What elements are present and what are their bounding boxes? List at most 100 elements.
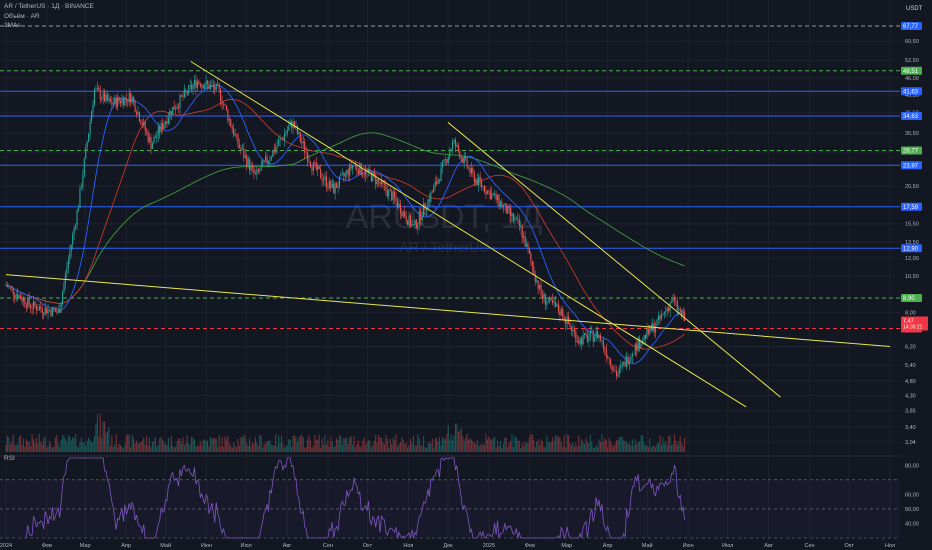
volume-bar	[93, 436, 95, 452]
candle-body	[267, 160, 269, 163]
rsi-legend[interactable]: RSI	[4, 455, 15, 462]
candle-body	[530, 253, 532, 261]
candle-body	[478, 176, 480, 186]
candle-body	[597, 331, 599, 338]
time-axis[interactable]: 2024 Фев Мар Апр Май Июн Июл Авг Сен Окт Ноя Дек 202…	[0, 542, 895, 549]
volume-bar	[643, 442, 645, 452]
price-tick: 20,50	[905, 184, 919, 190]
candle-body	[665, 311, 667, 313]
candle-body	[43, 313, 45, 315]
volume-bar	[530, 434, 532, 452]
volume-bar	[130, 447, 132, 452]
candle-body	[579, 337, 581, 344]
volume-bar	[180, 443, 182, 452]
candle-body	[246, 155, 248, 167]
candle-body	[640, 344, 642, 348]
candle-body	[301, 141, 303, 144]
candle-body	[454, 139, 457, 147]
volume-bar	[515, 437, 517, 452]
ma-legend[interactable]: 3MAs	[4, 22, 21, 29]
volume-bar	[402, 439, 404, 452]
volume-bar	[443, 438, 445, 452]
candle-body	[207, 80, 209, 84]
volume-bar	[459, 430, 461, 452]
volume-bar	[631, 439, 633, 452]
price-axis[interactable]: USDT60,5052,5046,0040,5035,5030,5026,502…	[900, 0, 932, 550]
trend-lines[interactable]	[5, 61, 891, 408]
volume-bar	[388, 447, 390, 452]
candle-body	[544, 293, 546, 305]
candles[interactable]	[5, 74, 686, 380]
volume-bar	[360, 447, 362, 452]
candle-body	[514, 218, 516, 221]
volume-bar	[207, 440, 209, 452]
candle-body	[479, 176, 481, 182]
candle-body	[6, 285, 8, 288]
volume-bar	[40, 441, 42, 452]
volume-bar	[134, 443, 136, 452]
candle-body	[104, 92, 106, 102]
volume-bar	[128, 435, 130, 452]
candle-body	[244, 155, 246, 158]
volume-bar	[550, 441, 552, 452]
volume-bar	[428, 441, 430, 452]
volume-bar	[595, 444, 597, 452]
volume-bar	[279, 443, 281, 452]
volume-bar	[131, 434, 133, 452]
candle-body	[613, 370, 615, 372]
volume-bar	[76, 445, 78, 452]
volume-bar	[642, 435, 644, 452]
volume-bar	[682, 446, 684, 452]
volume-bar	[523, 445, 525, 452]
volume-bar	[201, 445, 203, 452]
current-price-countdown: 14:36:21	[903, 325, 923, 331]
volume-bar	[53, 446, 55, 452]
price-tick: 13,50	[905, 240, 919, 246]
volume-bar	[227, 435, 229, 452]
candle-body	[466, 158, 468, 168]
candle-body	[386, 190, 388, 197]
volume-bar	[30, 446, 32, 452]
candle-body	[178, 106, 180, 108]
volume-bar	[251, 442, 254, 452]
candle-body	[453, 139, 455, 142]
volume-bar	[444, 438, 446, 452]
symbol-title[interactable]: AR / TetherUS · 1Д · BINANCE	[4, 3, 94, 10]
candle-body	[325, 176, 327, 187]
horizontal-levels[interactable]	[0, 25, 900, 330]
volume-bar	[325, 444, 327, 452]
candle-body	[225, 105, 227, 110]
volume-bar	[159, 438, 161, 452]
candle-body	[407, 221, 409, 226]
candle-body	[450, 149, 452, 152]
candle-body	[215, 83, 217, 90]
volume-bar	[539, 445, 541, 452]
volume-bar	[64, 438, 66, 452]
candle-body	[151, 143, 153, 150]
candle-body	[315, 162, 317, 170]
volume-bar	[24, 446, 26, 452]
volume-bar	[441, 436, 443, 452]
volume-bar	[96, 414, 98, 452]
candle-body	[452, 141, 454, 150]
volume-bar	[533, 439, 535, 452]
candle-body	[546, 302, 548, 305]
trend-line	[447, 122, 781, 398]
volume-bar	[468, 439, 470, 452]
candle-body	[504, 203, 506, 206]
time-tick: Июн	[201, 543, 212, 549]
candle-body	[320, 169, 322, 179]
volume-bar	[77, 447, 80, 452]
candle-body	[27, 297, 29, 308]
candle-body	[347, 170, 349, 176]
volume-bar	[547, 442, 549, 452]
volume-legend[interactable]: Объём · AR	[4, 13, 40, 20]
candle-body	[62, 292, 64, 304]
candle-body	[112, 103, 114, 105]
volume-bar	[473, 442, 475, 452]
volume-bar	[601, 434, 603, 452]
volume-bar	[466, 433, 468, 452]
candle-body	[196, 81, 198, 89]
candle-body	[475, 179, 477, 183]
